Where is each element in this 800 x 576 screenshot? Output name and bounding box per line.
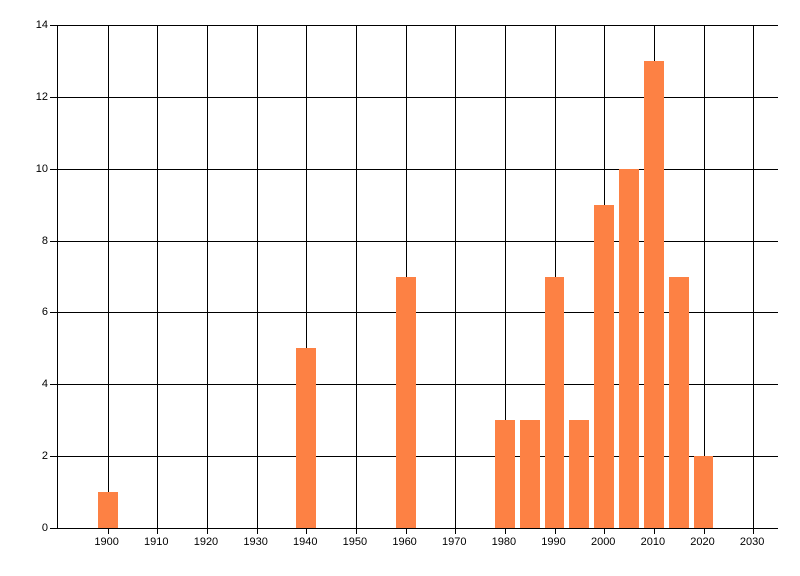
y-tick-label: 6 — [41, 306, 48, 319]
gridline-horizontal — [58, 240, 778, 242]
x-tick-label: 1900 — [94, 536, 119, 548]
gridline-vertical — [256, 25, 258, 528]
x-tick-label: 1930 — [243, 536, 268, 548]
gridline-vertical — [107, 25, 109, 528]
gridline-horizontal — [58, 312, 778, 314]
gridline-horizontal — [58, 25, 778, 26]
bar — [619, 168, 639, 528]
gridline-vertical — [753, 25, 755, 528]
bar — [693, 456, 714, 528]
y-axis-tick — [50, 240, 58, 242]
x-axis-tick — [604, 528, 606, 534]
gridline-vertical — [455, 25, 457, 528]
bar — [569, 420, 590, 528]
x-tick-label: 2010 — [640, 536, 666, 548]
x-tick-label: 1910 — [144, 536, 169, 548]
x-tick-label: 1950 — [342, 536, 368, 548]
bar — [668, 276, 689, 528]
y-axis-tick — [50, 168, 58, 170]
gridline-horizontal — [58, 384, 778, 386]
y-tick-label: 12 — [35, 90, 48, 103]
x-axis-tick — [157, 528, 159, 534]
y-axis-tick — [50, 25, 58, 26]
gridline-horizontal — [58, 456, 778, 458]
bar — [519, 420, 540, 528]
x-axis-tick — [256, 528, 258, 534]
y-axis-tick — [50, 384, 58, 386]
x-axis-tick — [653, 528, 655, 534]
x-axis-tick — [753, 528, 755, 534]
x-axis-tick — [107, 528, 109, 534]
y-axis-tick — [50, 312, 58, 314]
x-axis-tick — [703, 528, 705, 534]
x-tick-label: 2020 — [690, 536, 715, 548]
y-tick-label: 8 — [41, 234, 48, 247]
x-axis-tick — [405, 528, 407, 534]
x-axis-tick — [554, 528, 556, 534]
y-axis-tick — [50, 528, 58, 529]
y-axis-tick — [50, 96, 58, 98]
x-axis-tick — [306, 528, 308, 534]
gridline-vertical — [355, 25, 357, 528]
bar — [594, 204, 615, 528]
x-tick-label: 1990 — [541, 536, 566, 548]
bar — [643, 60, 664, 528]
x-tick-label: 2000 — [590, 536, 616, 548]
y-tick-label: 10 — [35, 162, 48, 175]
x-axis-tick — [206, 528, 208, 534]
x-axis-tick — [504, 528, 506, 534]
bar — [544, 276, 565, 528]
gridline-vertical — [206, 25, 208, 528]
gridline-horizontal — [58, 96, 778, 98]
gridline-horizontal — [58, 168, 778, 170]
plot-area — [50, 25, 778, 534]
bar — [395, 276, 416, 528]
y-tick-label: 4 — [41, 378, 48, 391]
x-tick-label: 2030 — [739, 536, 765, 548]
gridline-vertical — [306, 25, 308, 528]
bar — [494, 420, 515, 528]
x-tick-label: 1940 — [293, 536, 318, 548]
y-tick-label: 14 — [35, 19, 48, 31]
y-tick-label: 0 — [41, 522, 48, 534]
x-axis-tick — [355, 528, 357, 534]
gridline-vertical — [504, 25, 506, 528]
x-tick-label: 1920 — [193, 536, 219, 548]
x-tick-label: 1970 — [441, 536, 467, 548]
bar — [296, 348, 317, 528]
x-tick-label: 1980 — [491, 536, 517, 548]
bar — [97, 492, 118, 528]
gridline-vertical — [703, 25, 705, 528]
y-tick-label: 2 — [41, 450, 48, 463]
x-axis-tick — [455, 528, 457, 534]
y-axis-tick — [50, 456, 58, 458]
x-tick-label: 1960 — [392, 536, 417, 548]
gridline-vertical — [157, 25, 159, 528]
